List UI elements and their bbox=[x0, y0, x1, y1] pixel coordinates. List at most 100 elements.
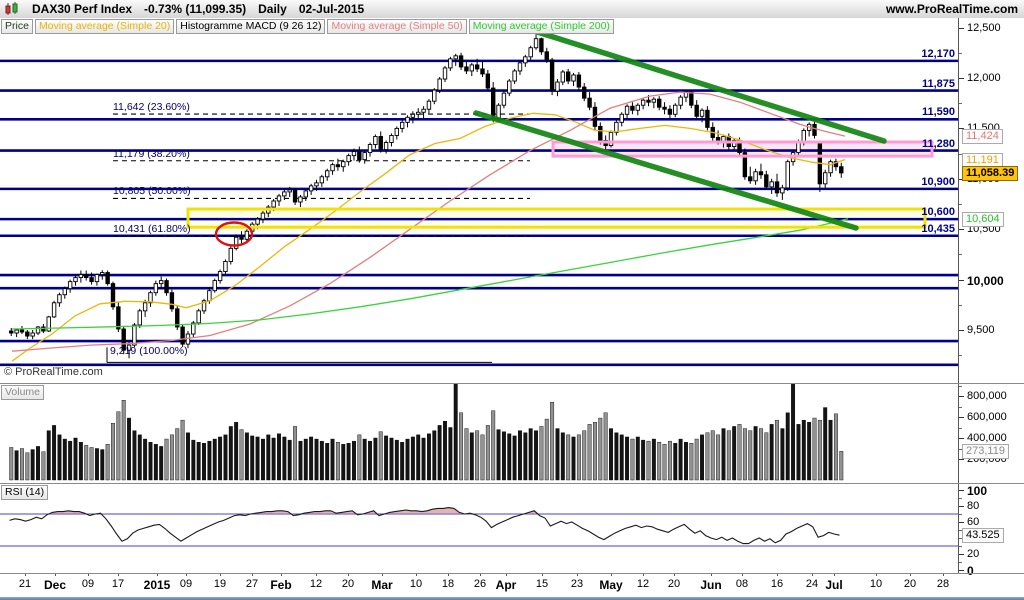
time-axis-label: 20 bbox=[341, 578, 355, 590]
time-axis-tick bbox=[674, 573, 675, 576]
legend-item-moving-average-simple-200-[interactable]: Moving average (Simple 200) bbox=[468, 19, 614, 34]
axis-tick bbox=[959, 78, 964, 79]
axis-tick bbox=[959, 459, 964, 460]
time-axis-tick bbox=[88, 573, 89, 576]
volume-bars bbox=[9, 383, 844, 481]
axis-tick bbox=[959, 538, 962, 539]
axis-tick-label: 600,000 bbox=[967, 411, 1007, 423]
timeframe-label: Daily bbox=[258, 2, 287, 16]
time-axis-tick bbox=[281, 573, 282, 576]
axis-tick bbox=[959, 427, 962, 429]
volume-chart-svg bbox=[9, 383, 844, 481]
time-axis-tick bbox=[742, 573, 743, 576]
time-axis[interactable]: 21 Dec 09 17 2015 09 19 27 Feb 12 20 Mar 10 18 26 Apr 15… bbox=[0, 573, 958, 597]
time-axis-label: Apr bbox=[495, 578, 517, 592]
axis-tick bbox=[959, 514, 962, 515]
time-axis-label: 28 bbox=[936, 578, 950, 590]
rsi-value-tag: 43.525 bbox=[962, 528, 1004, 544]
time-axis-label: Jul bbox=[825, 578, 843, 592]
axis-tick bbox=[959, 396, 964, 397]
time-axis-label: 24 bbox=[805, 578, 819, 590]
time-axis-tick bbox=[382, 573, 383, 576]
rsi-chart-svg bbox=[0, 507, 958, 547]
time-axis-tick bbox=[448, 573, 449, 576]
price-panel[interactable] bbox=[0, 18, 958, 383]
axis-tick bbox=[959, 406, 962, 408]
time-axis-label: 2015 bbox=[143, 578, 171, 592]
axis-tick-label: 9,500 bbox=[967, 324, 995, 336]
price-chart-svg bbox=[0, 27, 958, 367]
time-axis-tick bbox=[348, 573, 349, 576]
time-axis-tick bbox=[876, 573, 877, 576]
legend-item-moving-average-simple-50-[interactable]: Moving average (Simple 50) bbox=[327, 19, 467, 34]
time-axis-label: 09 bbox=[179, 578, 193, 590]
time-axis-label: 15 bbox=[535, 578, 549, 590]
volume-panel[interactable]: Volume bbox=[0, 383, 958, 483]
indicator-value-tag: 10,604 bbox=[962, 211, 1004, 227]
window-bottom-edge bbox=[0, 597, 1024, 600]
axis-tick bbox=[959, 570, 964, 571]
time-axis-tick bbox=[943, 573, 944, 576]
time-axis-tick bbox=[834, 573, 835, 576]
website-label: www.ProRealTime.com bbox=[885, 2, 1018, 16]
time-axis-label: 10 bbox=[409, 578, 423, 590]
time-axis-tick bbox=[711, 573, 712, 576]
title-bar: DAX30 Perf Index -0.73% (11,099.35) Dail… bbox=[0, 0, 1024, 19]
time-axis-label: Jun bbox=[700, 578, 722, 592]
rsi-panel-label: RSI (14) bbox=[1, 485, 49, 500]
axis-tick bbox=[959, 417, 964, 418]
axis-tick bbox=[959, 103, 962, 105]
time-axis-tick bbox=[157, 573, 158, 576]
time-axis-tick bbox=[506, 573, 507, 576]
legend-item-price[interactable]: Price bbox=[1, 19, 33, 34]
red-circle-annotation bbox=[214, 221, 254, 247]
axis-tick bbox=[959, 204, 962, 205]
time-axis-tick bbox=[220, 573, 221, 576]
axis-tick-label: 800,000 bbox=[967, 390, 1007, 402]
time-axis-label: 20 bbox=[903, 578, 917, 590]
axis-tick bbox=[959, 128, 964, 130]
value-axis-column[interactable]: 12,50012,00011,50011,00010,50010,0009,50… bbox=[958, 18, 1024, 578]
axis-tick bbox=[959, 498, 962, 499]
legend-item-histogramme-macd-9-26-12-[interactable]: Histogramme MACD (9 26 12) bbox=[176, 19, 326, 34]
trend-channel bbox=[473, 27, 887, 231]
axis-tick bbox=[959, 27, 964, 29]
time-axis-label: Dec bbox=[43, 578, 67, 592]
ma-line-moving-average-simple-20- bbox=[11, 112, 846, 362]
axis-tick bbox=[959, 506, 964, 507]
axis-tick bbox=[959, 562, 962, 563]
axis-tick-label: 10,000 bbox=[967, 273, 1004, 288]
rsi-overbought-fill bbox=[9, 507, 840, 514]
time-axis-tick bbox=[416, 573, 417, 576]
axis-tick-label: 12,000 bbox=[967, 72, 1001, 84]
ma-line-moving-average-simple-200- bbox=[11, 218, 849, 330]
time-axis-label: 08 bbox=[735, 578, 749, 590]
time-axis-label: 20 bbox=[667, 578, 681, 590]
instrument-name: DAX30 Perf Index bbox=[32, 2, 133, 16]
axis-tick bbox=[959, 279, 964, 281]
rsi-panel[interactable]: RSI (14) bbox=[0, 483, 958, 573]
time-axis-label: 10 bbox=[869, 578, 883, 590]
ma-line-moving-average-simple-50- bbox=[11, 91, 846, 352]
time-axis-label: May bbox=[599, 578, 623, 592]
time-axis-tick bbox=[55, 573, 56, 576]
rsi-line bbox=[9, 507, 840, 545]
axis-tick bbox=[959, 385, 962, 387]
axis-tick bbox=[959, 522, 964, 523]
time-axis-label: 26 bbox=[473, 578, 487, 590]
axis-tick bbox=[959, 530, 962, 531]
time-axis-label: 09 bbox=[81, 578, 95, 590]
legend-item-moving-average-simple-20-[interactable]: Moving average (Simple 20) bbox=[34, 19, 175, 34]
zone-borders bbox=[186, 140, 934, 229]
axis-tick bbox=[959, 153, 962, 155]
axis-tick bbox=[959, 438, 964, 439]
axis-tick bbox=[959, 304, 962, 306]
time-axis-tick bbox=[643, 573, 644, 576]
axis-tick bbox=[959, 546, 962, 547]
axis-tick-label: 20 bbox=[967, 548, 980, 560]
time-axis-label: 23 bbox=[570, 578, 584, 590]
time-axis-tick bbox=[577, 573, 578, 576]
time-axis-tick bbox=[910, 573, 911, 576]
time-axis-label: 12 bbox=[636, 578, 650, 590]
